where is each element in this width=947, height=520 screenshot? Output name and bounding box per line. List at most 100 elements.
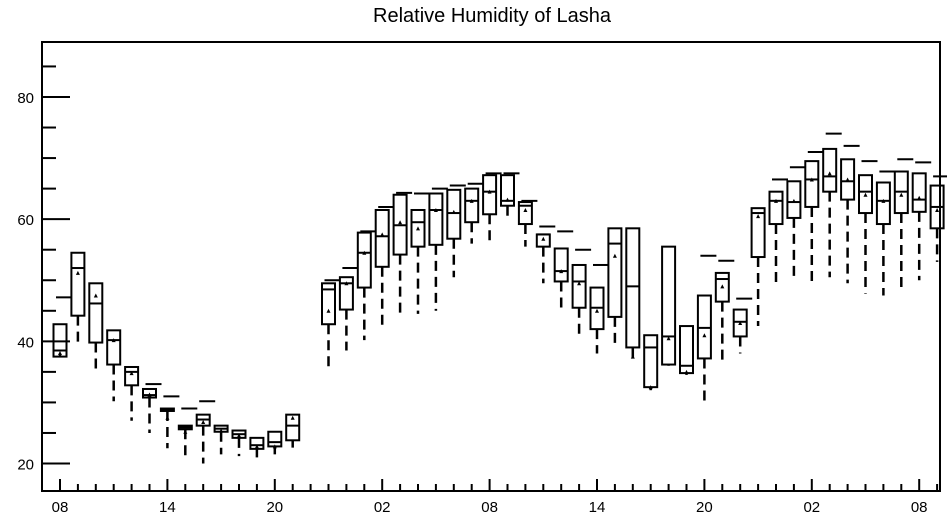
box-iqr bbox=[804, 160, 820, 208]
mean-marker bbox=[451, 209, 456, 214]
mean-marker bbox=[559, 269, 564, 274]
box-iqr bbox=[249, 436, 265, 450]
mean-marker bbox=[272, 444, 277, 449]
mean-marker bbox=[344, 281, 349, 286]
mean-marker bbox=[577, 281, 582, 286]
box-iqr bbox=[285, 413, 301, 442]
box-iqr bbox=[875, 181, 891, 226]
mean-marker bbox=[165, 415, 170, 420]
box-group bbox=[285, 413, 301, 448]
mean-marker bbox=[362, 250, 367, 255]
mean-marker bbox=[487, 189, 492, 194]
box-group bbox=[714, 259, 735, 363]
mean-marker bbox=[111, 338, 116, 343]
box-iqr bbox=[446, 188, 462, 240]
box-iqr bbox=[70, 251, 86, 317]
box-group bbox=[911, 161, 932, 281]
chart-title: Relative Humidity of Lasha bbox=[373, 5, 612, 27]
mean-marker bbox=[684, 369, 689, 374]
box-group bbox=[535, 225, 556, 284]
mean-marker bbox=[254, 444, 259, 449]
mean-marker bbox=[774, 198, 778, 203]
x-tick-label: 14 bbox=[589, 499, 606, 516]
box-group bbox=[804, 150, 824, 284]
box-iqr bbox=[267, 430, 283, 448]
mean-marker bbox=[612, 253, 617, 258]
box-iqr bbox=[643, 334, 659, 389]
mean-marker bbox=[917, 195, 922, 200]
box-group bbox=[392, 191, 413, 317]
x-tick-label: 02 bbox=[803, 499, 820, 516]
mean-marker bbox=[756, 214, 761, 219]
box-group bbox=[249, 436, 265, 458]
box-iqr bbox=[732, 308, 748, 338]
box-group bbox=[858, 160, 878, 294]
box-iqr bbox=[822, 147, 838, 193]
box-group bbox=[106, 329, 122, 402]
box-group bbox=[410, 192, 430, 314]
box-iqr bbox=[625, 227, 641, 349]
box-group bbox=[374, 205, 395, 330]
mean-marker bbox=[398, 220, 403, 225]
box-iqr bbox=[750, 207, 766, 259]
box-group bbox=[732, 297, 753, 354]
box-group bbox=[643, 334, 659, 391]
box-group bbox=[840, 144, 860, 284]
mean-marker bbox=[881, 198, 886, 203]
mean-marker bbox=[738, 321, 743, 326]
x-tick-label: 14 bbox=[159, 499, 176, 516]
mean-marker bbox=[702, 333, 707, 338]
box-iqr bbox=[858, 174, 873, 215]
box-iqr bbox=[840, 158, 856, 201]
mean-marker bbox=[58, 350, 62, 355]
box-iqr bbox=[714, 271, 730, 303]
box-group bbox=[52, 296, 72, 358]
mean-marker bbox=[899, 192, 904, 197]
box-group bbox=[213, 424, 229, 455]
box-iqr bbox=[410, 208, 426, 248]
box-iqr bbox=[607, 227, 623, 318]
box-iqr bbox=[356, 231, 372, 289]
box-group bbox=[750, 207, 766, 327]
y-tick-label: 60 bbox=[17, 212, 34, 229]
mean-marker bbox=[809, 177, 814, 182]
box-group bbox=[571, 248, 592, 339]
mean-marker bbox=[595, 308, 599, 313]
box-group bbox=[267, 430, 283, 455]
x-tick-label: 20 bbox=[696, 499, 713, 516]
box-iqr bbox=[88, 282, 104, 344]
box-group bbox=[500, 172, 520, 220]
plot-frame bbox=[41, 41, 941, 492]
mean-marker bbox=[666, 336, 671, 341]
box-group bbox=[589, 263, 609, 354]
y-tick-label: 20 bbox=[17, 457, 34, 474]
mean-marker bbox=[416, 226, 420, 231]
mean-marker bbox=[290, 415, 295, 420]
mean-marker bbox=[93, 293, 98, 298]
box-series bbox=[52, 132, 947, 464]
x-axis: 08 14 20 02 08 14 20 02 08 bbox=[52, 479, 939, 516]
box-iqr bbox=[464, 187, 480, 224]
box-group bbox=[696, 254, 717, 406]
x-tick-label: 20 bbox=[266, 499, 283, 516]
y-tick-label: 80 bbox=[17, 90, 34, 107]
box-group bbox=[428, 187, 448, 311]
mean-marker bbox=[648, 385, 653, 390]
box-group bbox=[679, 325, 694, 375]
box-iqr bbox=[338, 276, 354, 311]
box-iqr bbox=[374, 208, 390, 268]
box-group bbox=[929, 175, 947, 262]
box-iqr bbox=[517, 201, 533, 226]
x-tick-label: 08 bbox=[481, 499, 498, 516]
x-tick-label: 08 bbox=[911, 499, 928, 516]
box-group bbox=[607, 227, 623, 348]
box-iqr bbox=[786, 180, 802, 219]
box-iqr bbox=[482, 174, 498, 216]
box-group bbox=[482, 172, 502, 243]
box-group bbox=[177, 407, 198, 461]
box-group bbox=[517, 199, 538, 247]
mean-marker bbox=[201, 419, 206, 424]
box-group bbox=[661, 245, 677, 366]
box-group bbox=[321, 279, 341, 372]
